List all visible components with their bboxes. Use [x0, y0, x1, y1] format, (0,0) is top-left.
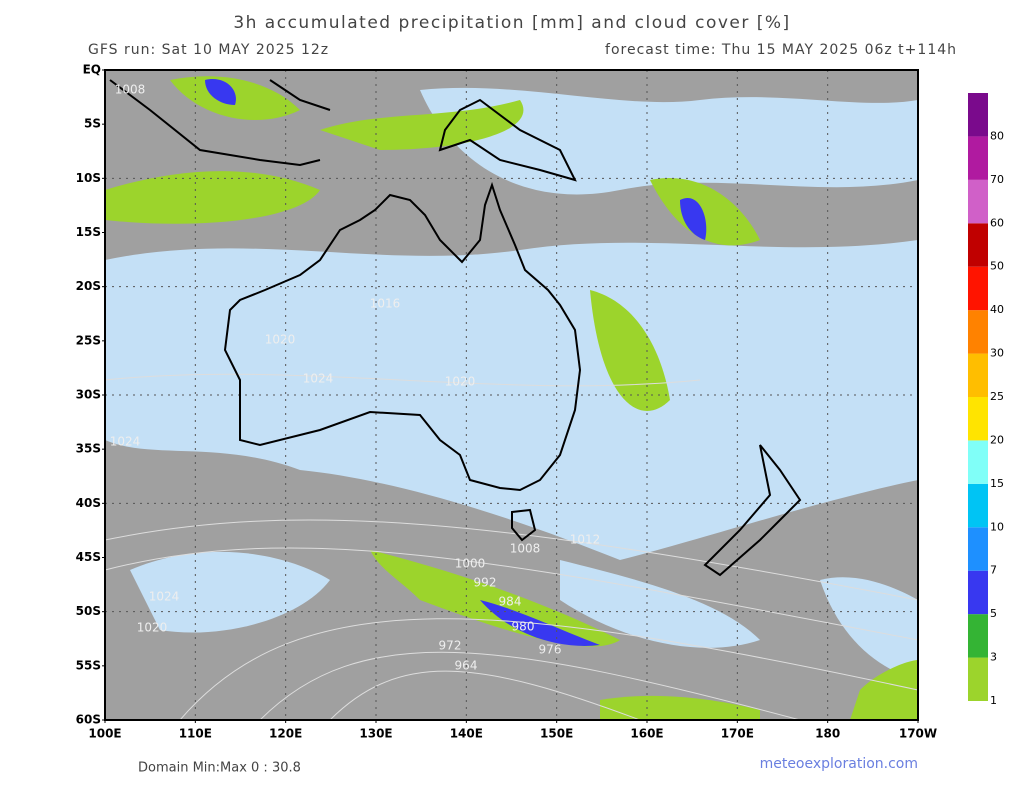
colorbar-label: 10: [990, 520, 1004, 533]
colorbar-label: 20: [990, 433, 1004, 446]
colorbar-swatch: [968, 614, 988, 658]
colorbar-swatch: [968, 179, 988, 224]
title: 3h accumulated precipitation [mm] and cl…: [233, 13, 790, 33]
colorbar-swatch: [968, 527, 988, 571]
isobar-label: 1020: [137, 621, 168, 635]
lat-label: 50S: [76, 604, 101, 618]
lon-label: 120E: [269, 727, 302, 741]
site-link[interactable]: meteoexploration.com: [760, 756, 918, 772]
lat-label: EQ: [83, 63, 101, 77]
colorbar-swatch: [968, 136, 988, 180]
isobar-label: 964: [455, 659, 478, 673]
lat-label: 30S: [76, 388, 101, 402]
colorbar-label: 50: [990, 260, 1004, 273]
colorbar-label: 30: [990, 347, 1004, 360]
colorbar-label: 40: [990, 303, 1004, 316]
isobar-label: 1016: [370, 297, 401, 311]
lat-label: 55S: [76, 658, 101, 672]
lon-label: 140E: [450, 727, 483, 741]
graticule: [105, 70, 918, 720]
colorbar-label: 1: [990, 694, 997, 707]
colorbar-swatch: [968, 483, 988, 528]
isobar-label: 1008: [510, 542, 541, 556]
colorbar-swatch: [968, 310, 988, 354]
lat-label: 5S: [84, 117, 101, 131]
lon-label: 170W: [899, 727, 937, 741]
isobar-label: 1000: [455, 557, 486, 571]
lat-label: 10S: [76, 171, 101, 185]
isobar-label: 992: [474, 576, 497, 590]
isobar-label: 1020: [265, 333, 296, 347]
lon-label: 150E: [540, 727, 573, 741]
colorbar-label: 25: [990, 390, 1004, 403]
isobar-label: 1024: [149, 590, 180, 604]
colorbar-label: 15: [990, 477, 1004, 490]
heavy-precipitation: [205, 79, 707, 646]
isobar-label: 1008: [115, 83, 146, 97]
colorbar-swatch: [968, 266, 988, 311]
colorbar-swatch: [968, 440, 988, 484]
lon-label: 100E: [88, 727, 121, 741]
isobar-label: 984: [499, 595, 522, 609]
lat-label: 45S: [76, 550, 101, 564]
lon-label: 160E: [630, 727, 663, 741]
colorbar-label: 5: [990, 607, 997, 620]
lat-label: 60S: [76, 713, 101, 727]
isobars: [105, 373, 918, 720]
colorbar-label: 7: [990, 564, 997, 577]
forecast-time: forecast time: Thu 15 MAY 2025 06z t+114…: [605, 42, 957, 58]
coastlines: [109, 79, 802, 577]
lat-label: 25S: [76, 333, 101, 347]
isobar-label: 1024: [303, 372, 334, 386]
isobar-label: 980: [512, 620, 535, 634]
colorbar-label: 70: [990, 173, 1004, 186]
isobar-label: 1012: [570, 533, 601, 547]
run-time: GFS run: Sat 10 MAY 2025 12z: [88, 42, 329, 58]
colorbar-swatch: [968, 223, 988, 267]
colorbar-label: 3: [990, 651, 997, 664]
clear-areas: [105, 87, 918, 680]
colorbar-swatch: [968, 93, 988, 137]
colorbar-swatch: [968, 570, 988, 615]
map: [105, 70, 918, 720]
colorbar-swatch: [968, 353, 988, 397]
lon-label: 130E: [359, 727, 392, 741]
lon-label: 180: [815, 727, 840, 741]
lat-label: 40S: [76, 496, 101, 510]
isobar-label: 1020: [445, 375, 476, 389]
colorbar-label: 80: [990, 129, 1004, 142]
isobar-label: 972: [439, 639, 462, 653]
isobar-label: 976: [539, 643, 562, 657]
domain-minmax: Domain Min:Max 0 : 30.8: [138, 761, 301, 776]
colorbar: 1 3 5 7 10 15 20 25 30 40 50 60 70 80: [968, 93, 1004, 707]
lon-label: 110E: [179, 727, 212, 741]
lat-label: 20S: [76, 279, 101, 293]
lat-label: 15S: [76, 225, 101, 239]
colorbar-swatch: [968, 657, 988, 701]
colorbar-label: 60: [990, 216, 1004, 229]
colorbar-swatch: [968, 397, 988, 441]
isobar-label: 1024: [110, 435, 141, 449]
lat-label: 35S: [76, 442, 101, 456]
lon-label: 170E: [721, 727, 754, 741]
